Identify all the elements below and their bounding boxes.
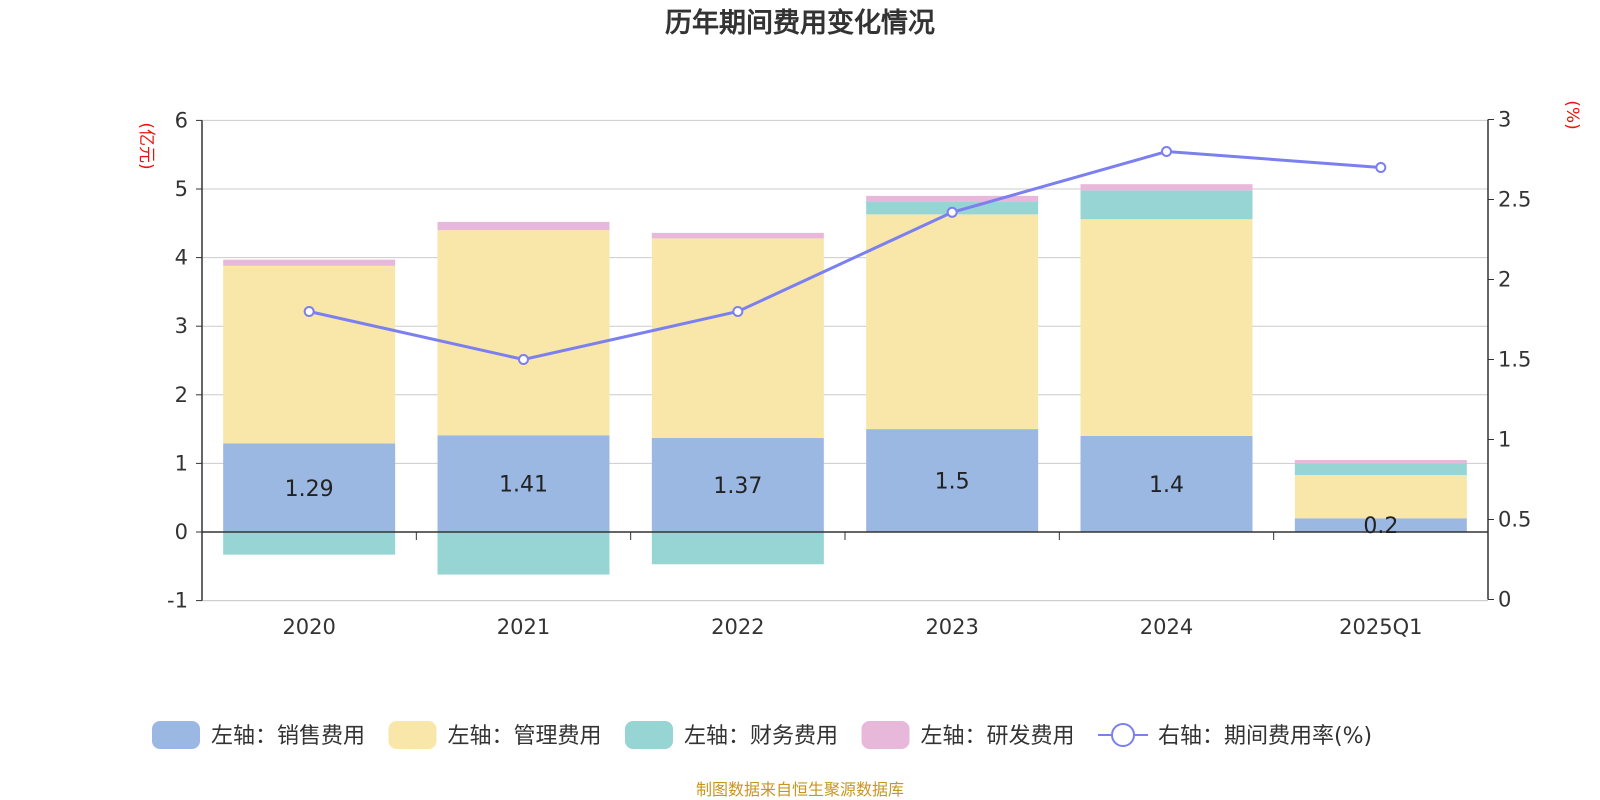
data-label: 1.37	[713, 474, 762, 499]
legend-item: 右轴：期间费用率(%)	[1158, 724, 1372, 749]
bar-segment	[651, 232, 824, 239]
bar-segment	[437, 532, 610, 575]
right-tick-label: 2.5	[1498, 188, 1531, 212]
rate-point	[946, 206, 958, 218]
legend-swatch	[861, 721, 910, 749]
bar-segment	[1080, 219, 1253, 436]
data-label: 1.29	[285, 477, 334, 502]
category-label: 2022	[711, 615, 764, 639]
rate-point	[1375, 162, 1387, 173]
category-label: 2023	[925, 615, 978, 639]
data-label: 1.5	[935, 470, 970, 495]
category-label: 2021	[497, 615, 550, 639]
data-label: 1.4	[1149, 473, 1184, 498]
left-tick-label: -1	[167, 589, 188, 613]
category-label: 2024	[1140, 615, 1193, 639]
bar-segment	[1080, 190, 1253, 220]
rate-point	[518, 354, 529, 365]
bar-segment	[223, 265, 396, 444]
legend-swatch	[388, 721, 437, 749]
left-tick-label: 5	[175, 177, 188, 201]
right-tick-label: 2	[1498, 268, 1511, 292]
rate-point	[1161, 146, 1172, 157]
right-tick-label: 3	[1498, 108, 1511, 132]
bar-segment	[651, 532, 824, 565]
right-tick-label: 0	[1498, 588, 1511, 612]
bar-segment	[437, 230, 610, 436]
bar-segment	[1294, 475, 1467, 519]
legend-line-marker	[1111, 723, 1135, 747]
bar-segment	[437, 221, 610, 231]
left-tick-label: 2	[175, 383, 188, 407]
data-label: 0.2	[1363, 514, 1398, 539]
bar-segment	[1294, 463, 1467, 476]
bar-segment	[223, 259, 396, 266]
legend-item: 左轴：财务费用	[684, 724, 838, 749]
data-labels: 1.29 1.41 1.37 1.5 1.4 0.2	[285, 470, 1399, 540]
bars	[223, 184, 1467, 575]
bar-segment	[1080, 435, 1253, 532]
source-note: 制图数据来自恒生聚源数据库	[696, 780, 904, 799]
bar-segment	[651, 238, 824, 439]
right-axis-unit: (%)	[1562, 100, 1582, 129]
right-tick-label: 1	[1498, 428, 1511, 452]
bar-segment	[437, 435, 610, 532]
legend-item: 左轴：研发费用	[921, 724, 1075, 749]
legend[interactable]: 左轴：销售费用 左轴：管理费用 左轴：财务费用 左轴：研发费用 右轴：期间费用率(%)	[152, 721, 1372, 749]
right-tick-label: 1.5	[1498, 348, 1531, 372]
right-tick-label: 0.5	[1498, 508, 1531, 532]
legend-swatch	[625, 721, 673, 749]
bar-segment	[1294, 518, 1467, 532]
left-tick-label: 0	[175, 520, 188, 544]
left-tick-label: 3	[175, 314, 188, 338]
bar-segment	[223, 532, 396, 555]
left-axis-unit: (亿元)	[136, 122, 156, 169]
category-label: 2020	[282, 615, 335, 639]
rate-point	[303, 306, 315, 317]
bar-segment	[866, 429, 1039, 532]
legend-item: 左轴：管理费用	[448, 724, 602, 749]
chart-title: 历年期间费用变化情况	[665, 7, 935, 39]
data-label: 1.41	[499, 473, 548, 498]
legend-swatch	[152, 721, 200, 749]
left-tick-label: 1	[175, 451, 188, 475]
bar-segment	[223, 443, 396, 532]
legend-item: 左轴：销售费用	[211, 724, 365, 749]
left-tick-label: 4	[175, 246, 188, 270]
bar-segment	[866, 214, 1039, 430]
bar-segment	[866, 195, 1039, 203]
gridlines	[202, 119, 1488, 602]
category-label: 2025Q1	[1339, 615, 1422, 639]
rate-line-path	[308, 149, 1381, 362]
rate-point	[732, 306, 744, 317]
bar-segment	[1294, 459, 1467, 464]
bar-segment	[1080, 184, 1253, 191]
axes: -1 0 1 2 3 4 5 6 0 0.5 1 1.5 2 2.5 3 2020 2021 2022 2023 20…	[167, 108, 1531, 640]
bar-segment	[651, 438, 824, 532]
rate-line	[303, 146, 1387, 365]
left-tick-label: 6	[175, 108, 188, 132]
